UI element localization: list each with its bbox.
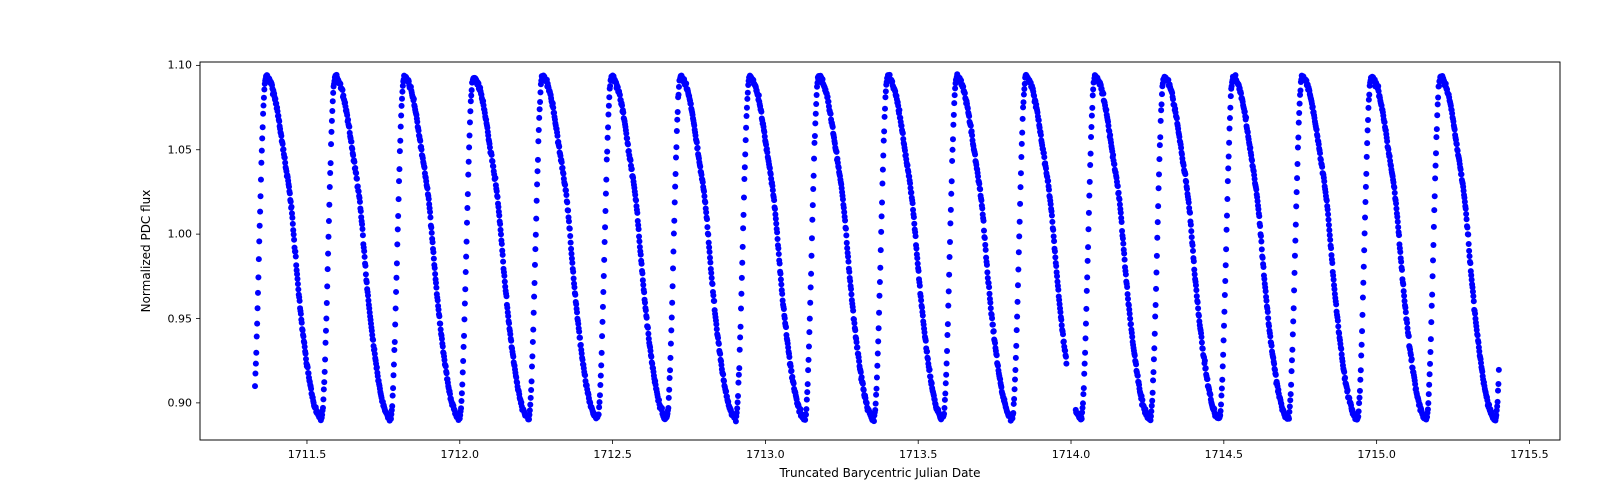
x-tick-label: 1715.5 [1510,448,1549,461]
figure: Normalized PDC flux Truncated Barycentri… [0,0,1600,500]
x-tick-label: 1713.5 [899,448,938,461]
y-tick-label: 1.00 [168,228,193,241]
y-tick-label: 0.95 [168,312,193,325]
x-tick-label: 1713.0 [746,448,785,461]
x-tick-label: 1712.0 [441,448,480,461]
y-tick-label: 0.90 [168,396,193,409]
x-tick-label: 1714.5 [1205,448,1244,461]
x-tick-label: 1714.0 [1052,448,1091,461]
y-axis-label: Normalized PDC flux [139,190,153,313]
x-tick-label: 1715.0 [1357,448,1396,461]
y-tick-label: 1.10 [168,59,193,72]
x-tick-label: 1711.5 [288,448,327,461]
x-axis-label: Truncated Barycentric Julian Date [779,466,980,480]
y-tick-label: 1.05 [168,143,193,156]
scatter-plot [0,0,1600,500]
x-tick-label: 1712.5 [593,448,632,461]
